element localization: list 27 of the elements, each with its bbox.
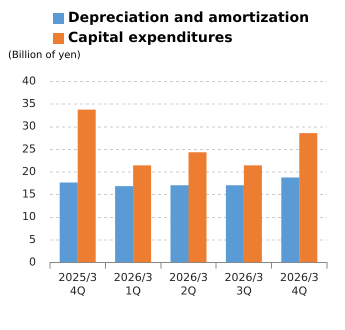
y-tick-label: 35	[22, 97, 36, 110]
y-tick-label: 5	[28, 232, 36, 246]
bar	[244, 165, 262, 262]
bar	[115, 186, 134, 262]
bar	[226, 185, 244, 262]
legend-label: Depreciation and amortization	[68, 9, 310, 28]
y-tick-label: 15	[22, 188, 36, 201]
bar	[299, 133, 318, 262]
bar	[188, 152, 207, 262]
bar	[170, 185, 188, 262]
x-tick-label: 2025/3 4Q	[58, 271, 98, 298]
bar	[281, 178, 300, 262]
bar	[60, 182, 78, 262]
x-tick-label: 2026/3 1Q	[114, 271, 152, 298]
x-tick-label: 2026/3 3Q	[224, 271, 264, 298]
bar	[133, 165, 152, 262]
x-tick-label: 2026/3 4Q	[280, 271, 319, 298]
y-tick-label: 0	[28, 255, 36, 268]
bar	[78, 110, 96, 262]
y-tick-label: 25	[22, 142, 36, 156]
y-tick-label: 20	[22, 164, 36, 178]
y-tick-label: 40	[22, 74, 36, 88]
y-tick-label: 30	[22, 120, 36, 133]
y-tick-label: 10	[22, 210, 36, 224]
x-tick-label: 2026/3 2Q	[169, 271, 208, 298]
legend-label: Capital expenditures	[68, 29, 233, 48]
y-axis-title: (Billion of yen)	[8, 50, 82, 61]
